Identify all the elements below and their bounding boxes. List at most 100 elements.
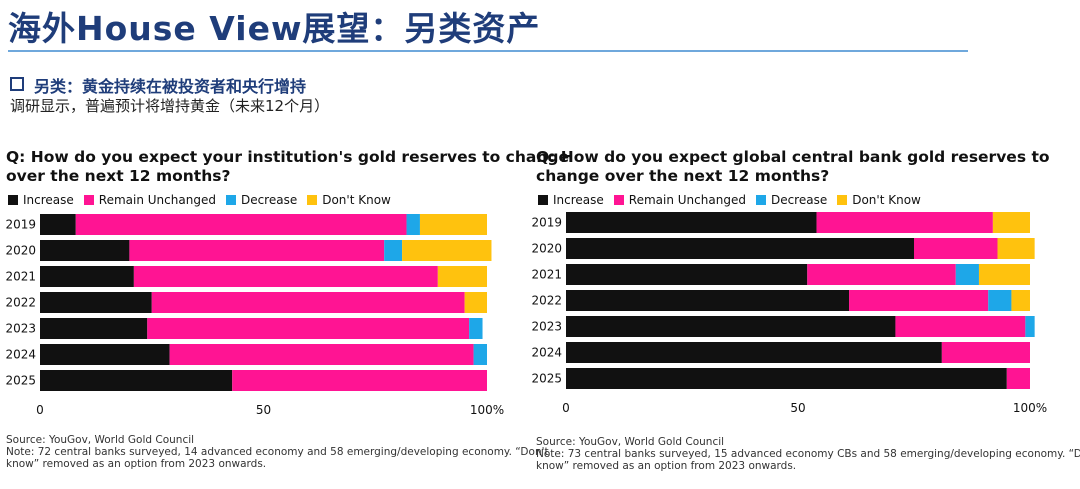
- bar-segment: [40, 370, 233, 391]
- legend-swatch: [307, 195, 318, 205]
- chart-footnote: Source: YouGov, World Gold Council Note:…: [536, 436, 1080, 472]
- bar-segment: [566, 290, 850, 311]
- bar-segment: [129, 240, 385, 261]
- note-line: know” removed as an option from 2023 onw…: [6, 458, 267, 470]
- bar-segment: [566, 212, 817, 233]
- category-label: 2025: [531, 372, 562, 386]
- stacked-bar-chart: 2019 2020 2021 2022 2023 2024 2025 0 50 100%: [531, 212, 1047, 415]
- bar-segment: [469, 318, 483, 339]
- title-divider: [8, 50, 968, 52]
- legend-item: Remain Unchanged: [613, 193, 746, 207]
- note-line: Note: 72 central banks surveyed, 14 adva…: [6, 446, 549, 458]
- bar-segment: [402, 240, 492, 261]
- x-tick-label: 100%: [470, 403, 504, 417]
- chart-legend: Increase Remain Unchanged Decrease Don't Kn…: [538, 193, 921, 207]
- bar-segment: [941, 342, 1030, 363]
- category-label: 2021: [5, 270, 36, 284]
- bar-segment: [816, 212, 993, 233]
- x-tick-label: 50: [790, 401, 805, 415]
- source-text: Source: YouGov, World Gold Council: [6, 434, 195, 446]
- category-label: 2022: [531, 294, 562, 308]
- legend-swatch: [755, 195, 766, 205]
- category-label: 2024: [5, 348, 36, 362]
- bar-segment: [40, 266, 134, 287]
- bar-segment: [895, 316, 1026, 337]
- legend-label: Decrease: [770, 193, 828, 207]
- chart-title-line: Q: How do you expect global central bank…: [536, 148, 1050, 166]
- bar-segment: [997, 238, 1035, 259]
- stacked-bar-chart: 2019 2020 2021 2022 2023 2024 2025 0 50 100%: [5, 214, 504, 417]
- legend-swatch: [837, 195, 848, 205]
- bar-segment: [992, 212, 1030, 233]
- bar-segment: [1025, 316, 1035, 337]
- bar-segment: [566, 342, 942, 363]
- legend-item: Don't Know: [307, 193, 391, 207]
- legend-item: Increase: [538, 193, 604, 207]
- chart-title-line: Q: How do you expect your institution's …: [6, 148, 569, 166]
- bar-segment: [169, 344, 474, 365]
- category-label: 2024: [531, 346, 562, 360]
- bar-segment: [40, 214, 76, 235]
- bar-segment: [40, 318, 148, 339]
- bar-segment: [566, 316, 896, 337]
- note-line: know” removed as an option from 2023 onw…: [536, 460, 797, 472]
- category-label: 2022: [5, 296, 36, 310]
- bar-segment: [978, 264, 1030, 285]
- bar-segment: [40, 240, 130, 261]
- category-label: 2023: [5, 322, 36, 336]
- bar-segment: [1011, 290, 1030, 311]
- bar-segment: [849, 290, 989, 311]
- category-label: 2019: [5, 218, 36, 232]
- section-heading: 另类：黄金持续在被投资者和央行增持: [10, 73, 306, 97]
- x-tick-label: 0: [36, 403, 44, 417]
- category-label: 2023: [531, 320, 562, 334]
- legend-label: Don't Know: [852, 193, 921, 207]
- legend-item: Increase: [8, 193, 74, 207]
- category-label: 2019: [531, 216, 562, 230]
- x-tick-label: 50: [256, 403, 271, 417]
- bar-segment: [147, 318, 470, 339]
- legend-item: Remain Unchanged: [83, 193, 216, 207]
- legend-label: Remain Unchanged: [98, 193, 216, 207]
- category-label: 2021: [531, 268, 562, 282]
- section-description: 调研显示，普遍预计将增持黄金（未来12个月）: [10, 97, 330, 115]
- chart-title-line: over the next 12 months?: [6, 167, 231, 185]
- legend-swatch: [225, 195, 236, 205]
- source-text: Source: YouGov, World Gold Council: [536, 436, 725, 448]
- square-bullet-icon: [10, 77, 24, 91]
- bar-segment: [1006, 368, 1030, 389]
- category-label: 2020: [531, 242, 562, 256]
- legend-item: Decrease: [755, 193, 828, 207]
- bar-segment: [133, 266, 438, 287]
- chart-title: Q: How do you expect global central bank…: [536, 148, 1050, 186]
- legend-swatch: [8, 195, 18, 205]
- chart-title-line: change over the next 12 months?: [536, 167, 830, 185]
- bar-segment: [988, 290, 1012, 311]
- category-label: 2025: [5, 374, 36, 388]
- bar-segment: [566, 368, 1007, 389]
- bar-segment: [464, 292, 487, 313]
- legend-item: Don't Know: [837, 193, 921, 207]
- bar-segment: [807, 264, 956, 285]
- legend-label: Remain Unchanged: [628, 193, 746, 207]
- legend-item: Decrease: [225, 193, 297, 207]
- bar-segment: [406, 214, 420, 235]
- legend-label: Increase: [23, 193, 74, 207]
- bar-segment: [232, 370, 487, 391]
- page-title: 海外House View展望：另类资产: [8, 9, 541, 48]
- note-line: Note: 73 central banks surveyed, 15 adva…: [536, 448, 1080, 460]
- bar-segment: [566, 264, 808, 285]
- bar-segment: [40, 344, 170, 365]
- legend-label: Don't Know: [322, 193, 391, 207]
- x-tick-label: 100%: [1013, 401, 1047, 415]
- bar-segment: [566, 238, 914, 259]
- legend-swatch: [613, 195, 624, 205]
- bar-segment: [955, 264, 979, 285]
- bar-segment: [384, 240, 403, 261]
- chart-legend: Increase Remain Unchanged Decrease Don't Kn…: [8, 193, 391, 207]
- category-label: 2020: [5, 244, 36, 258]
- bar-segment: [473, 344, 487, 365]
- legend-label: Increase: [553, 193, 604, 207]
- bar-segment: [437, 266, 487, 287]
- bar-segment: [914, 238, 998, 259]
